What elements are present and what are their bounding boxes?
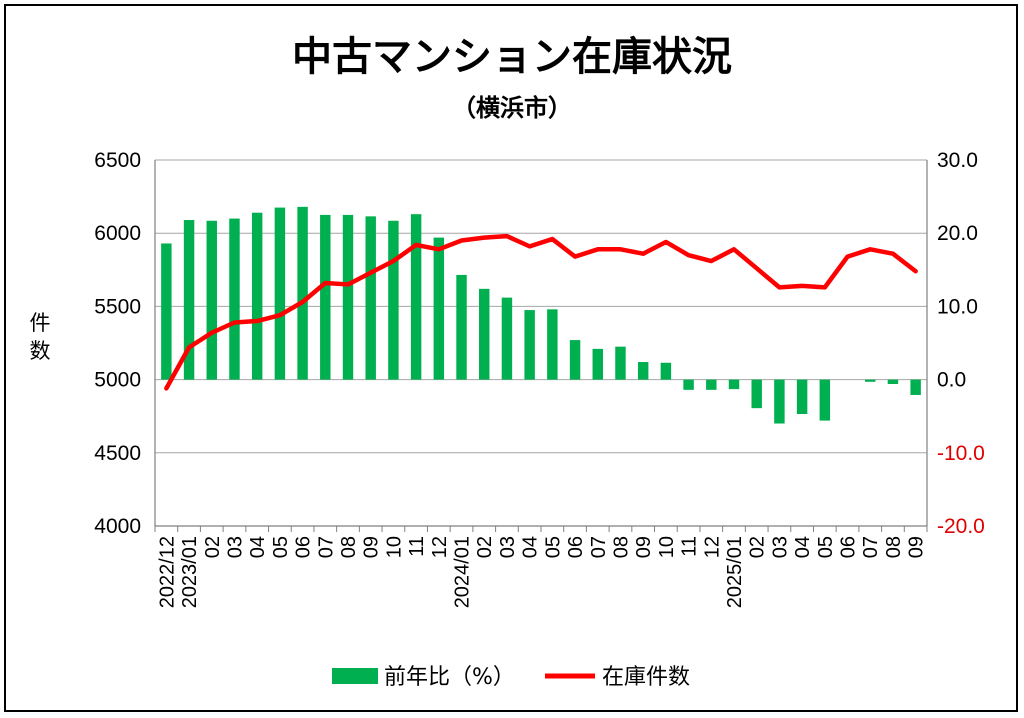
gridlines [155, 159, 927, 527]
right-y-tick-3: 10.0 [937, 295, 978, 318]
right-y-tick-5: 30.0 [937, 149, 978, 172]
x-tick-9: 09 [361, 536, 383, 558]
x-tick-15: 03 [497, 536, 519, 558]
left-y-tick-1: 4500 [94, 442, 141, 465]
bar-29 [819, 379, 831, 421]
left-y-tick-0: 4000 [94, 515, 141, 538]
x-tick-24: 12 [701, 536, 723, 558]
right-y-tick-1: -10.0 [937, 442, 985, 465]
bar-19 [592, 348, 603, 380]
x-tick-28: 04 [792, 536, 814, 558]
x-tick-22: 10 [656, 536, 678, 558]
left-y-tick-labels: 4000 4500 5000 5500 6000 6500 [94, 149, 141, 538]
bar-8 [342, 214, 354, 380]
x-tick-23: 11 [679, 536, 701, 557]
x-tick-10: 10 [383, 536, 405, 558]
bar-2 [206, 220, 217, 380]
bar-17 [547, 309, 558, 380]
left-y-tick-3: 5500 [94, 295, 141, 318]
chart-title: 中古マンション在庫状況 [292, 34, 732, 80]
x-tick-4: 04 [247, 536, 269, 558]
x-tick-21: 09 [633, 536, 655, 558]
bar-10 [388, 220, 399, 380]
bar-27 [774, 379, 785, 424]
bar-14 [479, 288, 490, 380]
x-tick-19: 07 [588, 536, 610, 558]
stock-line [164, 233, 918, 391]
bar-25 [728, 379, 740, 390]
bar-31 [865, 379, 876, 382]
bar-5 [274, 207, 286, 380]
bar-18 [569, 340, 581, 380]
legend-line-label: 在庫件数 [602, 665, 690, 690]
x-tick-17: 05 [542, 536, 564, 558]
bar-7 [320, 214, 331, 380]
x-tick-3: 03 [224, 536, 246, 558]
y-axis-label-2: 数 [30, 339, 51, 363]
x-tick-31: 07 [860, 536, 882, 558]
x-tick-labels: 2022/12 2023/01 02 03 04 05 06 07 08 09 10 11 12 2024… [156, 536, 927, 608]
y-axis-label: 件 [30, 311, 51, 335]
x-tick-8: 08 [338, 536, 360, 558]
bar-23 [683, 379, 694, 390]
x-tick-12: 12 [429, 536, 451, 558]
bar-20 [615, 346, 626, 380]
line-series [164, 233, 918, 391]
bar-24 [706, 379, 717, 390]
bar-21 [637, 362, 649, 380]
chart-subtitle: （横浜市） [452, 94, 572, 122]
bar-1 [183, 220, 195, 380]
right-y-tick-4: 20.0 [937, 222, 978, 245]
right-y-tick-2: 0.0 [937, 369, 966, 392]
x-tick-14: 02 [474, 536, 496, 558]
bar-0 [161, 243, 172, 380]
left-y-tick-5: 6500 [94, 149, 141, 172]
x-tick-6: 06 [293, 536, 315, 558]
bar-6 [297, 206, 308, 380]
x-tick-16: 04 [520, 536, 542, 558]
x-tick-27: 03 [769, 536, 791, 558]
bar-33 [910, 379, 921, 395]
x-tick-30: 06 [838, 536, 860, 558]
x-tick-29: 05 [815, 536, 837, 558]
legend-bar-label: 前年比（%） [384, 665, 515, 690]
x-tick-13: 2024/01 [452, 536, 474, 608]
right-y-tick-0: -20.0 [937, 515, 985, 538]
bar-22 [660, 362, 672, 380]
x-tick-20: 08 [610, 536, 632, 558]
x-tick-0: 2022/12 [156, 536, 178, 608]
bar-3 [229, 218, 240, 380]
bar-13 [456, 274, 467, 380]
left-y-tick-4: 6000 [94, 222, 141, 245]
x-tick-7: 07 [315, 536, 337, 558]
bar-series [161, 206, 921, 424]
x-tick-18: 06 [565, 536, 587, 558]
axes [154, 160, 928, 532]
left-y-tick-2: 5000 [94, 369, 141, 392]
legend-bar-swatch [332, 668, 378, 684]
bar-26 [751, 379, 762, 409]
bar-4 [251, 212, 263, 380]
x-tick-11: 11 [406, 536, 428, 557]
bar-16 [524, 310, 535, 380]
bar-12 [433, 237, 445, 380]
bar-32 [887, 379, 899, 384]
x-tick-5: 05 [270, 536, 292, 558]
x-tick-33: 09 [906, 536, 928, 558]
x-tick-1: 2023/01 [179, 536, 201, 608]
bar-9 [365, 216, 376, 380]
x-tick-2: 02 [202, 536, 224, 558]
bar-28 [796, 379, 808, 415]
x-tick-32: 08 [883, 536, 905, 558]
legend: 前年比（%） 在庫件数 [332, 665, 690, 690]
x-tick-26: 02 [747, 536, 769, 558]
right-y-tick-labels: -20.0 -10.0 0.0 10.0 20.0 30.0 [937, 149, 985, 538]
x-tick-25: 2025/01 [724, 536, 746, 608]
bar-11 [410, 214, 422, 380]
bar-15 [501, 297, 513, 380]
